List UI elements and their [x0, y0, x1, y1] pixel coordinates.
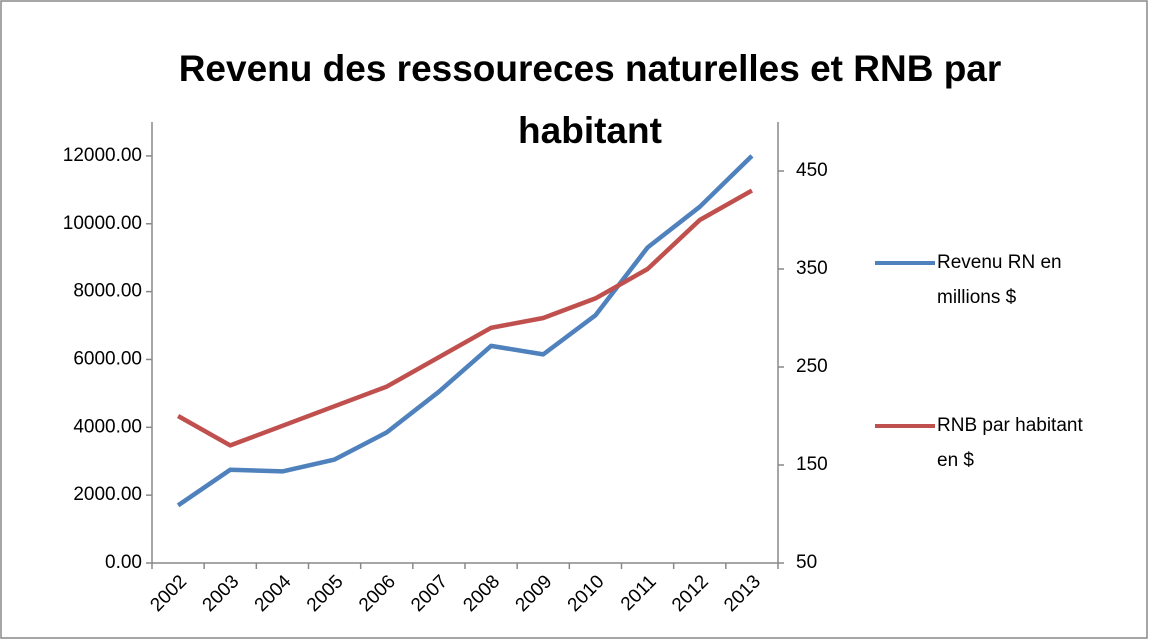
- y2-tick-label: 250: [796, 356, 828, 377]
- y-tick-label: 6000.00: [73, 348, 142, 369]
- y2-tick-label: 450: [796, 160, 828, 181]
- y2-tick-label: 150: [796, 454, 828, 475]
- y-tick-label: 4000.00: [73, 416, 142, 437]
- legend-swatch: [875, 261, 935, 265]
- y-tick-label: 12000.00: [63, 145, 142, 166]
- y-tick-label: 8000.00: [73, 281, 142, 302]
- legend-label: RNB par habitant en $: [937, 415, 1083, 471]
- series-line: [176, 188, 754, 448]
- legend-swatch: [875, 424, 935, 428]
- legend-label: Revenu RN en millions $: [937, 252, 1062, 308]
- y-tick-label: 0.00: [105, 552, 142, 573]
- y2-tick-label: 50: [796, 552, 817, 573]
- series-line: [176, 154, 754, 508]
- y-tick-label: 2000.00: [73, 484, 142, 505]
- y2-tick-label: 350: [796, 258, 828, 279]
- chart-title: Revenu des ressoureces naturelles et RNB…: [178, 48, 1002, 151]
- y-tick-label: 10000.00: [63, 213, 142, 234]
